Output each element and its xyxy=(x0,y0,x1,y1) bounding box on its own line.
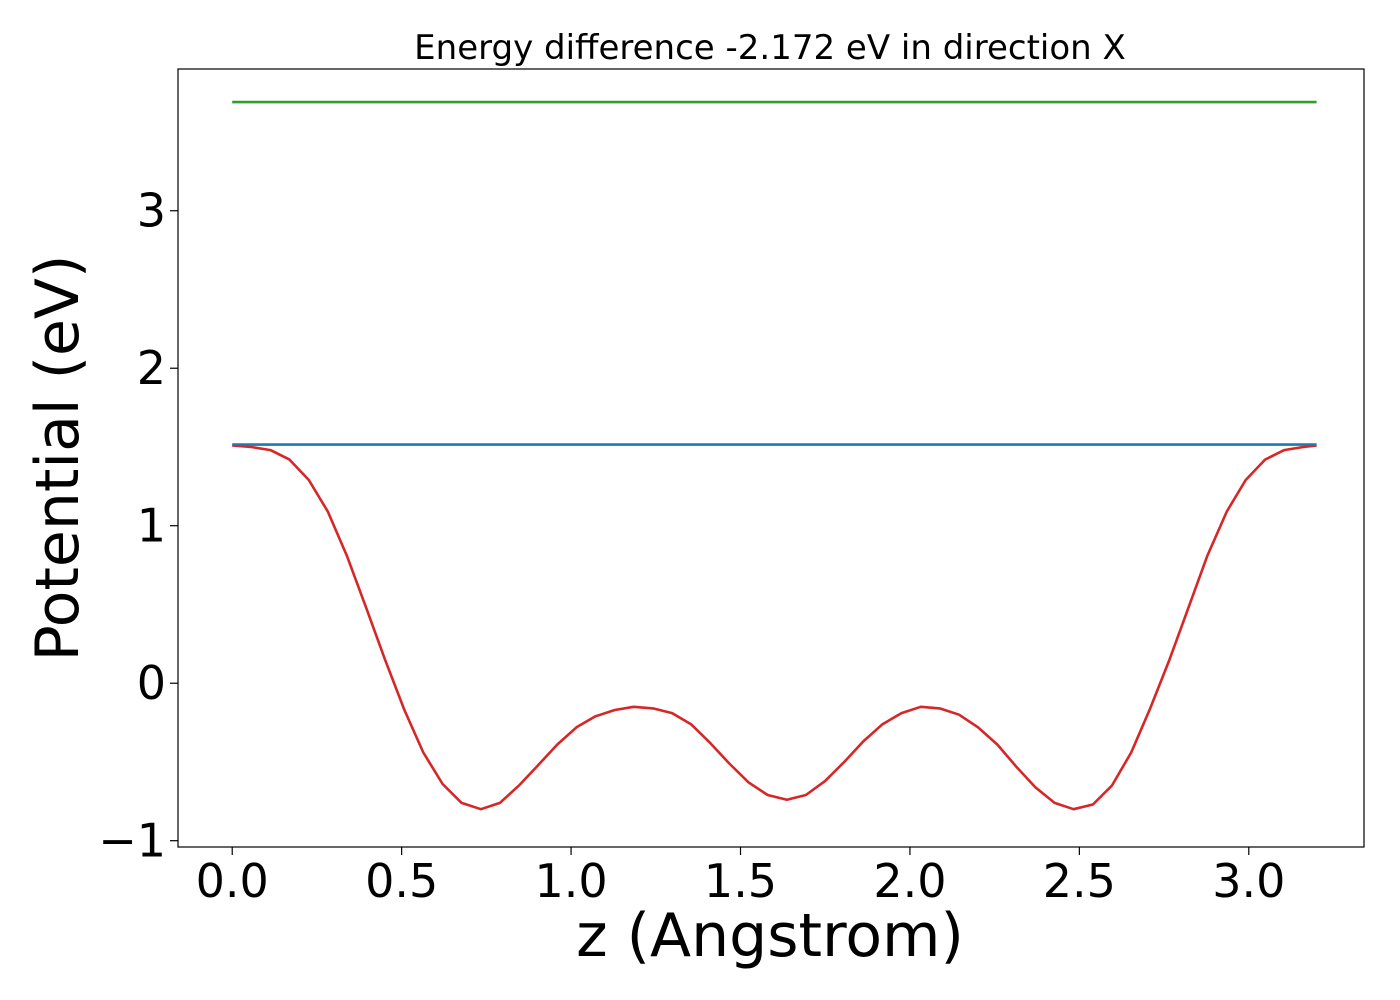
series-line-0 xyxy=(232,444,1317,811)
x-tick-label: 0.5 xyxy=(365,854,438,908)
plot-area xyxy=(232,100,1317,811)
x-tick-label: 0.0 xyxy=(196,854,269,908)
x-axis: 0.0 0.5 1.0 1.5 2.0 2.5 3.0 xyxy=(196,847,1285,908)
y-tick-label: 0 xyxy=(137,656,166,710)
y-tick-label: 3 xyxy=(137,184,166,238)
x-tick-label: 1.5 xyxy=(704,854,777,908)
y-tick-label: 2 xyxy=(137,341,166,395)
x-axis-label: z (Angstrom) xyxy=(576,901,964,971)
plot-frame xyxy=(177,68,1365,848)
y-axis: −1 0 1 2 3 xyxy=(98,184,178,868)
x-tick-label: 3.0 xyxy=(1212,854,1285,908)
x-tick-label: 2.5 xyxy=(1043,854,1116,908)
x-tick-label: 2.0 xyxy=(873,854,946,908)
y-tick-label: −1 xyxy=(98,814,166,868)
chart-title: Energy difference -2.172 eV in direction… xyxy=(414,28,1126,68)
y-axis-label: Potential (eV) xyxy=(23,255,93,662)
x-tick-label: 1.0 xyxy=(534,854,607,908)
y-tick-label: 1 xyxy=(137,499,166,553)
